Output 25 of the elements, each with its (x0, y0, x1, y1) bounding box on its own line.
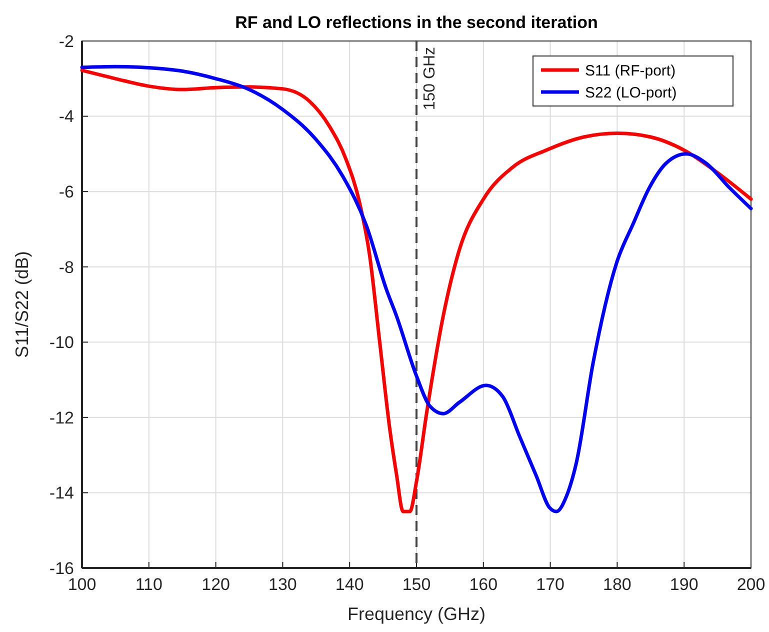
x-tick-label: 200 (736, 575, 766, 594)
y-tick-label: -14 (49, 484, 74, 503)
x-axis-title: Frequency (GHz) (347, 604, 486, 624)
x-tick-label: 120 (202, 575, 230, 594)
x-tick-label: 190 (670, 575, 698, 594)
x-tick-label: 100 (68, 575, 96, 594)
x-tick-label: 160 (469, 575, 498, 594)
x-tick-label: 140 (335, 575, 364, 594)
x-tick-label: 150 (402, 575, 431, 594)
y-tick-label: -6 (58, 182, 74, 202)
y-axis-title: S11/S22 (dB) (12, 251, 32, 358)
y-tick-label: -16 (49, 558, 74, 578)
y-tick-label: -8 (58, 258, 74, 277)
legend-label: S22 (LO-port) (585, 84, 677, 102)
ref-line-label: 150 GHz (422, 47, 438, 110)
y-tick-label: -2 (58, 32, 74, 51)
legend-label: S11 (RF-port) (585, 62, 676, 80)
x-tick-label: 130 (268, 575, 297, 594)
x-tick-label: 110 (135, 575, 162, 594)
y-tick-label: -4 (58, 107, 74, 126)
x-tick-label: 170 (536, 575, 564, 594)
x-tick-label: 180 (603, 575, 632, 594)
y-tick-label: -12 (49, 408, 74, 428)
chart-title: RF and LO reflections in the second iteration (235, 13, 598, 32)
y-tick-label: -10 (49, 333, 74, 352)
